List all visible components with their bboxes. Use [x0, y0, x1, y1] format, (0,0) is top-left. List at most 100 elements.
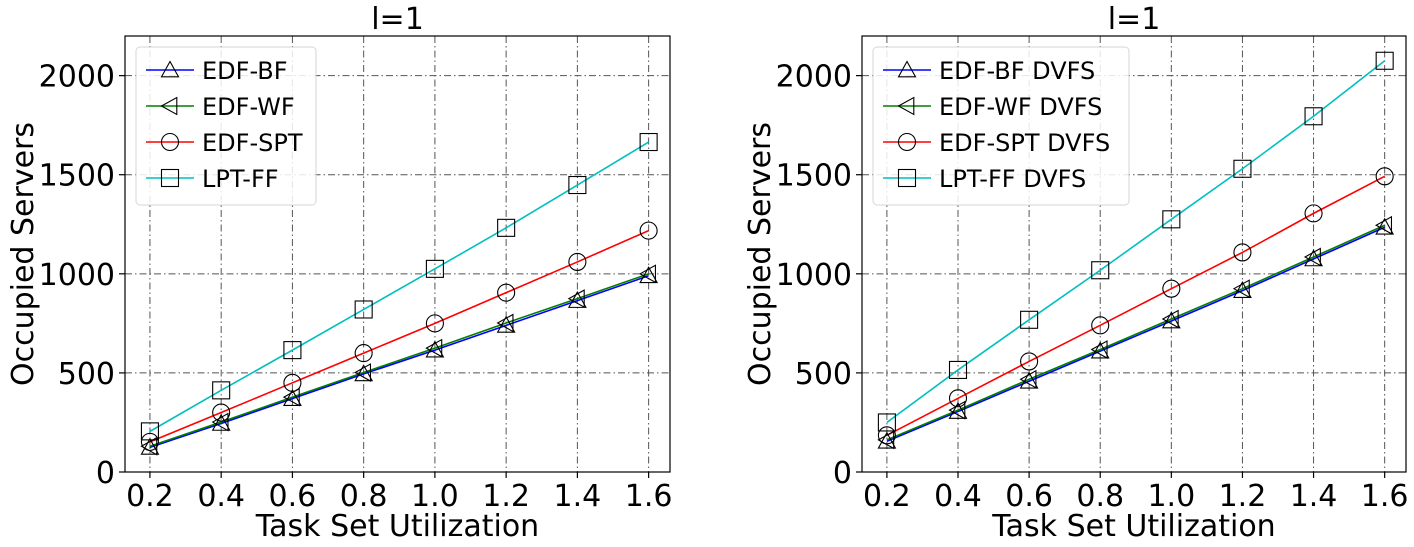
legend: EDF-BF EDF-WF EDF-SPT LPT-FF [135, 46, 317, 206]
data-point-edf-spt [140, 432, 159, 451]
data-point-edf-spt-dvfs [1091, 316, 1110, 335]
plot-frame [124, 35, 671, 473]
data-point-edf-wf [282, 387, 300, 407]
data-point-edf-spt [283, 373, 302, 392]
data-point-edf-bf-dvfs [1375, 217, 1395, 235]
chart-panel-2: 0.2 0.4 0.6 0.8 1.0 1.2 1.4 1.6 0 500 1000 1500 2000… [743, 2, 1409, 544]
series-line-lpt-ff-dvfs [886, 60, 1386, 424]
data-point-edf-spt [568, 252, 587, 271]
data-point-edf-spt [639, 221, 658, 240]
y-tick-label: 500 [58, 357, 115, 392]
x-tick-label: 0.4 [197, 479, 245, 514]
data-point-lpt-ff [283, 341, 302, 360]
x-axis-label: Task Set Utilization [255, 509, 539, 544]
data-point-lpt-ff [639, 132, 658, 152]
data-point-edf-spt [354, 344, 373, 363]
legend-marker [160, 96, 178, 116]
data-point-edf-bf [140, 437, 160, 455]
data-point-lpt-ff [497, 218, 516, 237]
y-tick-label: 0 [833, 456, 852, 491]
data-point-lpt-ff [354, 300, 373, 319]
legend-marker [897, 96, 915, 116]
chart-title: l=1 [1108, 2, 1161, 37]
x-tick-label: 0.8 [340, 479, 388, 514]
x-tick-label: 1.4 [1290, 479, 1338, 514]
series-line-edf-spt-dvfs [886, 175, 1386, 437]
legend-marker [160, 168, 180, 188]
y-axis-label: Occupied Servers [743, 122, 778, 386]
data-point-edf-wf-dvfs [1375, 215, 1393, 235]
x-tick-label: 0.8 [1076, 479, 1124, 514]
x-tick-label: 0.2 [863, 479, 911, 514]
data-point-edf-wf [211, 412, 229, 432]
data-point-edf-spt [425, 314, 444, 333]
y-tick-label: 1000 [776, 258, 852, 293]
data-point-lpt-ff [568, 175, 587, 195]
data-point-edf-wf [354, 363, 372, 382]
y-tick-label: 1500 [776, 159, 852, 194]
chart-title: l=1 [371, 2, 424, 37]
series-line-edf-wf [149, 273, 649, 447]
legend-label: EDF-WF DVFS [939, 93, 1102, 121]
data-point-edf-spt-dvfs [1375, 167, 1394, 186]
legend-label: EDF-BF [202, 57, 288, 85]
data-point-lpt-ff-dvfs [948, 360, 968, 379]
data-point-lpt-ff-dvfs [877, 413, 896, 432]
legend-marker [897, 132, 917, 152]
data-point-lpt-ff [140, 422, 159, 441]
data-point-edf-spt [212, 403, 231, 422]
series-line-edf-bf-dvfs [886, 226, 1385, 443]
series-line-lpt-ff [149, 141, 650, 433]
series-line-edf-spt [149, 229, 649, 443]
data-point-edf-wf-dvfs [948, 400, 966, 420]
data-point-lpt-ff-dvfs [1233, 159, 1252, 178]
chart-panel-1: 0.2 0.4 0.6 0.8 1.0 1.2 1.4 1.6 0 500 1000 1500 2000… [6, 2, 672, 544]
x-tick-label: 1.4 [554, 479, 602, 514]
data-point-edf-bf-dvfs [1304, 249, 1323, 267]
data-point-edf-wf-dvfs [1232, 279, 1250, 299]
legend-label: LPT-FF DVFS [939, 165, 1086, 193]
data-point-edf-bf [354, 364, 374, 382]
x-tick-label: 1.0 [411, 479, 459, 514]
series-line-edf-wf-dvfs [886, 224, 1385, 441]
x-tick-label: 1.6 [625, 479, 673, 514]
legend-marker [160, 60, 180, 78]
data-point-edf-bf [639, 266, 659, 284]
data-point-lpt-ff [212, 381, 231, 400]
data-point-lpt-ff-dvfs [1091, 261, 1110, 280]
data-point-edf-bf-dvfs [1090, 341, 1110, 359]
data-point-edf-bf-dvfs [1233, 281, 1252, 299]
data-point-lpt-ff-dvfs [1162, 210, 1181, 229]
x-tick-label: 0.6 [269, 479, 317, 514]
data-point-edf-bf-dvfs [1019, 371, 1039, 389]
data-point-edf-spt-dvfs [1162, 279, 1181, 298]
legend: EDF-BF DVFS EDF-WF DVFS EDF-SPT DVFS LPT-FF… [872, 46, 1130, 206]
data-point-edf-wf [638, 264, 656, 284]
data-point-edf-spt-dvfs [877, 426, 896, 445]
data-point-edf-wf-dvfs [1019, 369, 1037, 389]
legend-marker [897, 60, 917, 78]
x-axis-label: Task Set Utilization [991, 509, 1275, 544]
data-point-edf-bf-dvfs [877, 431, 897, 449]
legend-label: EDF-SPT DVFS [939, 129, 1110, 157]
x-tick-label: 1.2 [482, 479, 530, 514]
data-point-edf-spt-dvfs [1233, 243, 1252, 262]
data-point-edf-bf [567, 290, 587, 308]
x-tick-label: 1.6 [1361, 479, 1409, 514]
x-tick-label: 0.6 [1005, 479, 1053, 514]
data-point-lpt-ff [425, 259, 444, 278]
data-point-edf-spt-dvfs [1020, 352, 1039, 371]
x-tick-label: 1.2 [1219, 479, 1267, 514]
data-point-edf-bf [211, 413, 231, 431]
legend-label: EDF-BF DVFS [939, 57, 1095, 85]
data-point-edf-wf-dvfs [1303, 247, 1321, 267]
legend-marker [897, 168, 917, 188]
y-tick-label: 500 [795, 357, 852, 392]
series-line-edf-bf [149, 275, 649, 449]
data-point-edf-wf [496, 313, 514, 333]
legend-label: EDF-WF [202, 93, 295, 121]
data-point-edf-bf-dvfs [1161, 311, 1181, 329]
data-point-edf-spt-dvfs [1304, 204, 1323, 223]
data-point-edf-wf [425, 338, 443, 358]
